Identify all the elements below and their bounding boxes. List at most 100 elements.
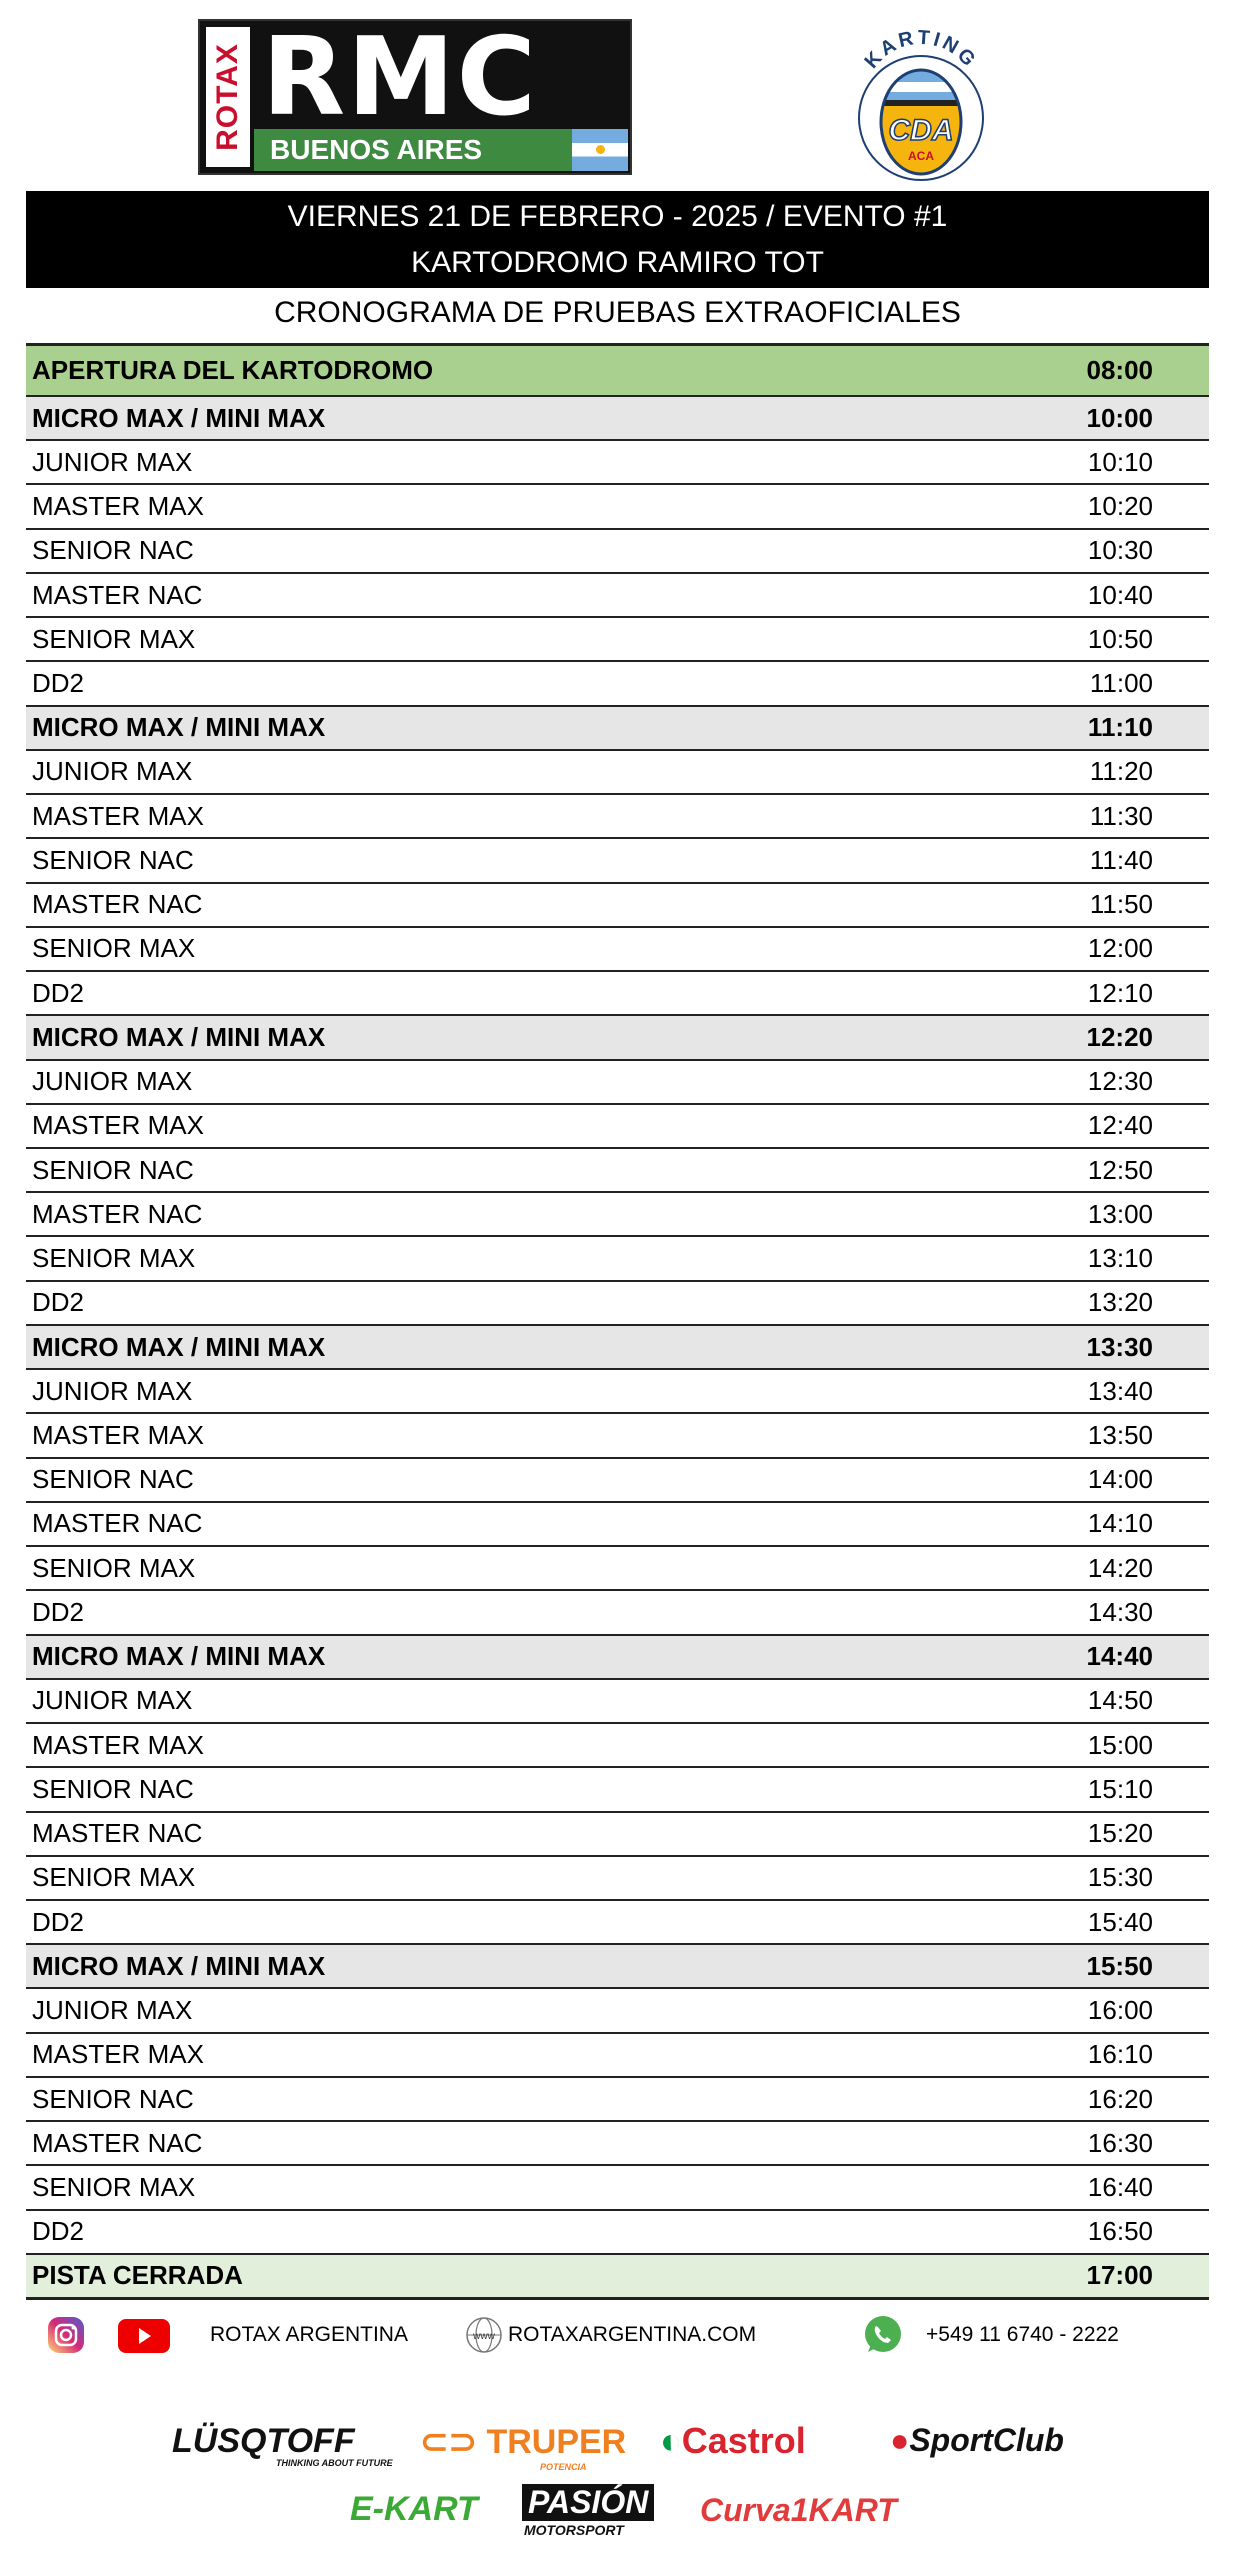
- row-time: 12:50: [1087, 1154, 1153, 1185]
- schedule-row: MASTER NAC 10:40: [26, 574, 1209, 619]
- row-label: MASTER NAC: [32, 1508, 203, 1539]
- instagram-icon[interactable]: [46, 2312, 86, 2358]
- row-label: SENIOR MAX: [32, 1552, 196, 1583]
- row-label: DD2: [32, 1906, 85, 1937]
- schedule-row: MASTER MAX 13:50: [26, 1414, 1209, 1459]
- schedule-row: SENIOR MAX 15:30: [26, 1857, 1209, 1901]
- pasion-logo: PASIÓN: [522, 2484, 655, 2521]
- row-label: MASTER NAC: [32, 1198, 203, 1229]
- row-time: 08:00: [1086, 355, 1154, 385]
- schedule-row: MASTER MAX 11:30: [26, 795, 1209, 840]
- sportclub-logo: ●SportClub: [890, 2422, 1064, 2458]
- schedule-title: CRONOGRAMA DE PRUEBAS EXTRAOFICIALES: [274, 296, 961, 329]
- row-time: 11:30: [1089, 800, 1153, 831]
- ekart-logo: E-KART: [350, 2490, 478, 2528]
- row-label: MASTER MAX: [32, 1729, 204, 1760]
- schedule-row: MASTER MAX 10:20: [26, 485, 1209, 530]
- row-label: SENIOR NAC: [32, 844, 194, 875]
- schedule-row: SENIOR MAX 10:50: [26, 618, 1209, 663]
- phone-number: +549 11 6740 - 2222: [926, 2323, 1119, 2346]
- rmc-buenos-aires-logo: ROTAX RMC BUENOS AIRES: [198, 15, 632, 175]
- social-handle: ROTAX ARGENTINA: [210, 2323, 408, 2346]
- row-label: SENIOR MAX: [32, 2171, 196, 2202]
- row-time: 13:40: [1087, 1375, 1153, 1406]
- row-label: MASTER NAC: [32, 2127, 203, 2158]
- schedule-row: SENIOR MAX 12:00: [26, 928, 1209, 973]
- row-label: MASTER MAX: [32, 800, 204, 831]
- truper-logo: ⊂⊃ TRUPER: [420, 2423, 627, 2461]
- row-time: 17:00: [1086, 2260, 1154, 2291]
- row-time: 14:20: [1087, 1552, 1153, 1583]
- row-time: 14:10: [1087, 1508, 1153, 1539]
- row-label: APERTURA DEL KARTODROMO: [32, 355, 434, 385]
- row-time: 16:00: [1087, 1995, 1153, 2026]
- svg-text:KARTING: KARTING: [861, 30, 982, 73]
- schedule-row: MASTER MAX 16:10: [26, 2034, 1209, 2078]
- row-time: 12:20: [1086, 1021, 1154, 1052]
- row-label: MASTER MAX: [32, 491, 204, 522]
- row-time: 10:30: [1087, 535, 1153, 566]
- row-time: 13:50: [1087, 1420, 1153, 1450]
- sponsors-area: LÜSQTOFF THINKING ABOUT FUTURE ⊂⊃ TRUPER…: [0, 2400, 1240, 2540]
- svg-text:ACA: ACA: [908, 149, 934, 163]
- schedule-row: DD2 15:40: [26, 1901, 1209, 1946]
- row-time: 15:30: [1087, 1862, 1153, 1893]
- row-label: MICRO MAX / MINI MAX: [32, 402, 326, 433]
- schedule-row: MASTER NAC 14:10: [26, 1503, 1209, 1548]
- row-time: 10:40: [1087, 579, 1153, 610]
- row-label: MICRO MAX / MINI MAX: [32, 1950, 326, 1981]
- row-label: DD2: [32, 2216, 85, 2247]
- row-label: SENIOR NAC: [32, 1464, 194, 1495]
- row-label: JUNIOR MAX: [32, 1995, 193, 2026]
- row-label: SENIOR NAC: [32, 1773, 194, 1804]
- castrol-logo: ◐Castrol: [660, 2420, 806, 2461]
- group-header-row: MICRO MAX / MINI MAX 14:40: [26, 1635, 1209, 1680]
- youtube-icon[interactable]: [116, 2312, 172, 2358]
- lusqtoff-tagline: THINKING ABOUT FUTURE: [276, 2458, 393, 2468]
- row-label: SENIOR MAX: [32, 1243, 196, 1274]
- row-time: 10:50: [1087, 623, 1153, 654]
- row-time: 15:00: [1087, 1729, 1153, 1760]
- row-time: 14:40: [1086, 1641, 1154, 1672]
- row-time: 14:00: [1087, 1464, 1153, 1495]
- row-time: 14:30: [1087, 1596, 1153, 1627]
- schedule-row: MASTER MAX 15:00: [26, 1724, 1209, 1769]
- schedule-row: MASTER NAC 16:30: [26, 2122, 1209, 2167]
- row-time: 11:10: [1087, 712, 1153, 743]
- row-time: 16:50: [1087, 2216, 1153, 2247]
- row-time: 15:20: [1087, 1818, 1153, 1849]
- row-time: 12:40: [1087, 1110, 1153, 1141]
- row-label: MICRO MAX / MINI MAX: [32, 1331, 326, 1362]
- website-link[interactable]: www ROTAXARGENTINA.COM: [464, 2312, 756, 2358]
- row-label: MASTER NAC: [32, 889, 203, 920]
- row-time: 15:50: [1086, 1950, 1154, 1981]
- schedule-row: JUNIOR MAX 16:00: [26, 1989, 1209, 2034]
- row-time: 15:40: [1087, 1906, 1153, 1937]
- schedule-row: SENIOR MAX 13:10: [26, 1237, 1209, 1282]
- row-label: SENIOR MAX: [32, 1862, 196, 1893]
- row-label: DD2: [32, 977, 85, 1008]
- event-date: VIERNES 21 DE FEBRERO - 2025 / EVENTO #1: [287, 200, 948, 233]
- schedule-table: APERTURA DEL KARTODROMO 08:00 MICRO MAX …: [26, 343, 1209, 2300]
- event-banner: VIERNES 21 DE FEBRERO - 2025 / EVENTO #1…: [26, 191, 1209, 288]
- row-label: MASTER MAX: [32, 1420, 204, 1450]
- whatsapp-icon[interactable]: [862, 2312, 904, 2358]
- contact-bar: ROTAX ARGENTINA www ROTAXARGENTINA.COM +…: [46, 2312, 1196, 2358]
- row-time: 11:00: [1089, 668, 1153, 699]
- schedule-row: MASTER NAC 15:20: [26, 1813, 1209, 1857]
- rotax-logo-text: ROTAX: [211, 43, 244, 151]
- row-time: 12:30: [1087, 1066, 1153, 1097]
- schedule-row: JUNIOR MAX 13:40: [26, 1370, 1209, 1415]
- schedule-row: JUNIOR MAX 10:10: [26, 441, 1209, 486]
- row-time: 10:20: [1087, 491, 1153, 522]
- svg-text:www: www: [472, 2331, 495, 2342]
- group-header-row: MICRO MAX / MINI MAX 15:50: [26, 1945, 1209, 1990]
- row-label: SENIOR MAX: [32, 623, 196, 654]
- curva1kart-logo: Curva1KART: [700, 2492, 897, 2528]
- schedule-row: JUNIOR MAX 12:30: [26, 1061, 1209, 1105]
- pasion-motorsport-text: MOTORSPORT: [524, 2522, 624, 2538]
- rmc-logo-text: RMC: [262, 15, 538, 140]
- schedule-row: JUNIOR MAX 11:20: [26, 751, 1209, 796]
- lusqtoff-logo: LÜSQTOFF: [172, 2422, 355, 2460]
- schedule-row: MASTER NAC 11:50: [26, 884, 1209, 928]
